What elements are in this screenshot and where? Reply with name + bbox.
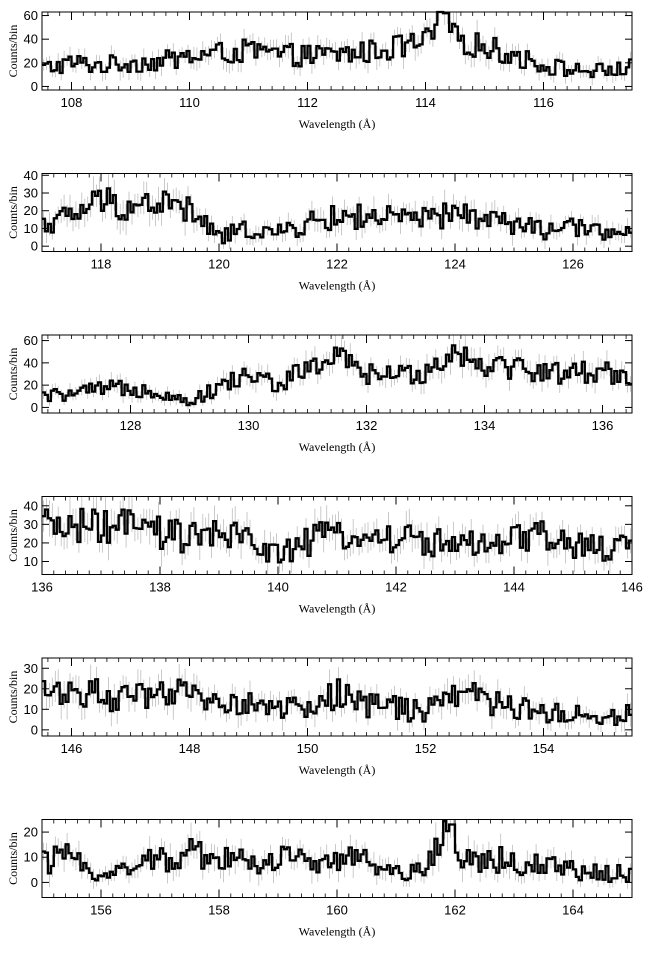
x-tick-label: 120: [208, 257, 230, 272]
spectrum-panel-3: 128 130 132 134 136 0 20 40 60 Wavelength (Å) Coun…: [6, 333, 633, 454]
y-tick-label: 20: [24, 681, 38, 696]
x-tick-label: 160: [326, 903, 348, 918]
x-axis-title: Wavelength (Å): [299, 763, 376, 777]
spectrum-series-line: [42, 820, 632, 883]
y-tick-label: 20: [24, 825, 38, 840]
y-tick-label: 20: [24, 203, 38, 218]
y-tick-label: 40: [24, 498, 38, 513]
plot-frame: [41, 334, 633, 414]
x-tick-label: 146: [61, 741, 83, 756]
x-tick-label: 162: [444, 903, 466, 918]
spectrum-panel-6: 156 158 160 162 164 0 10 20 Wavelength (Å) Counts…: [6, 819, 633, 939]
y-tick-label: 40: [24, 168, 38, 183]
x-tick-label: 114: [415, 95, 436, 110]
y-tick-label: 0: [31, 722, 38, 737]
y-tick-label: 30: [24, 186, 38, 201]
x-tick-label: 124: [444, 257, 466, 272]
x-tick-label: 150: [297, 741, 319, 756]
plot-frame: [41, 657, 633, 737]
y-tick-label: 10: [24, 221, 38, 236]
x-tick-label: 112: [297, 95, 318, 110]
y-tick-label: 40: [24, 32, 38, 47]
x-tick-label: 144: [503, 580, 525, 595]
x-tick-label: 140: [267, 580, 289, 595]
spectrum-panel-1: 108 110 112 114 116 0 20 40 60 Wavelength (Å) Coun…: [6, 8, 633, 131]
x-tick-label: 132: [356, 418, 378, 433]
spectrum-panel-2: 118 120 122 124 126 0 10 20 30 40 Wavelength (Å) Co…: [6, 168, 633, 293]
y-tick-label: 60: [24, 333, 38, 348]
x-tick-label: 138: [149, 580, 171, 595]
x-tick-label: 158: [208, 903, 230, 918]
x-tick-label: 136: [592, 418, 614, 433]
y-tick-label: 10: [24, 554, 38, 569]
y-axis-title: Counts/bin: [6, 832, 20, 885]
x-axis-title: Wavelength (Å): [299, 602, 376, 616]
plot-frame: [41, 496, 633, 575]
spectrum-series-line: [42, 10, 632, 79]
spectrum-series-line: [42, 344, 632, 407]
plot-frame: [41, 11, 633, 91]
x-tick-label: 146: [621, 580, 643, 595]
x-tick-label: 136: [31, 580, 53, 595]
panels-group: 108 110 112 114 116 0 20 40 60 Wavelength (Å) Coun…: [6, 8, 643, 938]
y-tick-label: 0: [31, 875, 38, 890]
x-tick-label: 134: [474, 418, 496, 433]
y-axis-title: Counts/bin: [6, 671, 20, 724]
spectrum-series-line: [42, 507, 632, 564]
y-tick-label: 0: [31, 239, 38, 254]
x-tick-label: 154: [533, 741, 555, 756]
y-tick-label: 10: [24, 850, 38, 865]
x-tick-label: 156: [90, 903, 112, 918]
y-tick-label: 20: [24, 55, 38, 70]
y-tick-label: 30: [24, 661, 38, 676]
spectrum-series-line: [42, 678, 632, 726]
y-tick-label: 20: [24, 378, 38, 393]
y-tick-label: 10: [24, 702, 38, 717]
x-tick-label: 148: [179, 741, 201, 756]
error-bars: [43, 496, 631, 575]
x-tick-label: 118: [91, 257, 112, 272]
x-tick-label: 122: [326, 257, 348, 272]
y-tick-label: 0: [31, 400, 38, 415]
x-axis-title: Wavelength (Å): [299, 925, 376, 939]
x-tick-label: 128: [120, 418, 142, 433]
x-tick-label: 164: [562, 903, 584, 918]
y-tick-label: 60: [24, 8, 38, 23]
y-tick-label: 40: [24, 355, 38, 370]
x-tick-label: 108: [61, 95, 83, 110]
x-axis-title: Wavelength (Å): [299, 440, 376, 454]
x-axis-title: Wavelength (Å): [299, 279, 376, 293]
y-axis-title: Counts/bin: [6, 25, 20, 78]
x-tick-label: 126: [562, 257, 584, 272]
x-tick-label: 110: [179, 95, 200, 110]
x-axis-title: Wavelength (Å): [299, 117, 376, 131]
spectrum-series-line: [42, 187, 632, 245]
x-tick-label: 116: [533, 95, 554, 110]
y-axis-title: Counts/bin: [6, 348, 20, 401]
y-axis-title: Counts/bin: [6, 509, 20, 562]
spectrum-panel-5: 146 148 150 152 154 0 10 20 30 Wavelength (Å) Coun…: [6, 657, 633, 777]
y-axis-title: Counts/bin: [6, 186, 20, 239]
spectrum-panel-4: 136 138 140 142 144 146 10 20 30 40 Wavelength (Å)…: [6, 496, 643, 616]
y-tick-label: 20: [24, 535, 38, 550]
y-tick-label: 0: [31, 79, 38, 94]
x-tick-label: 130: [238, 418, 260, 433]
y-tick-label: 30: [24, 517, 38, 532]
x-tick-label: 152: [415, 741, 437, 756]
error-bars: [43, 12, 631, 86]
x-tick-label: 142: [385, 580, 407, 595]
